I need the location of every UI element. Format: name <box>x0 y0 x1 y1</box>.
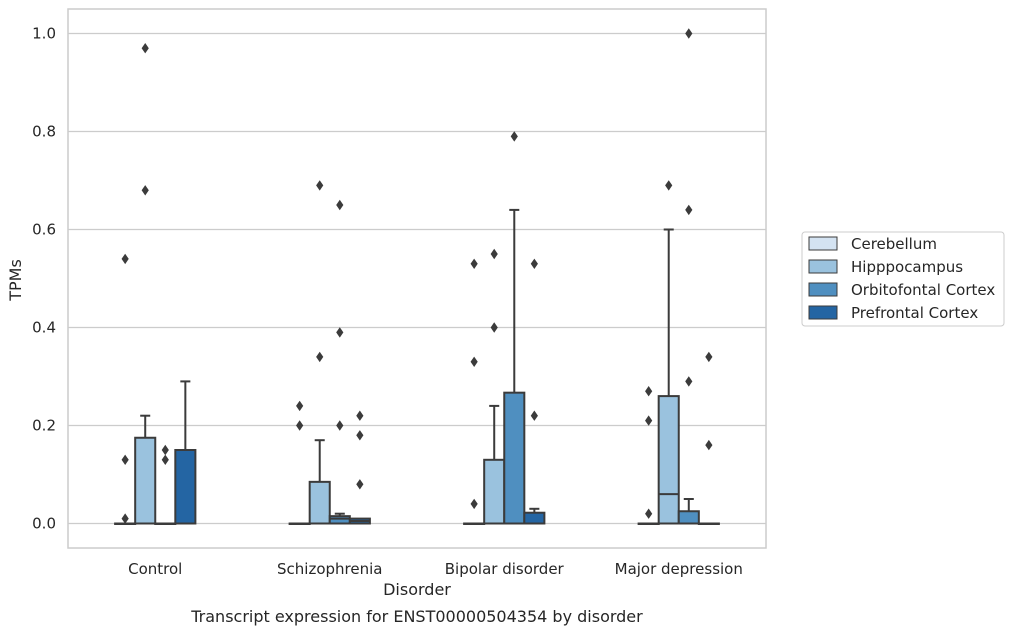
outlier-point <box>490 322 498 333</box>
outlier-point <box>530 410 538 421</box>
boxes <box>114 208 720 525</box>
outlier-point <box>316 351 324 363</box>
y-axis-ticks: 0.0 0.2 0.4 0.6 0.8 1.0 <box>32 25 56 533</box>
x-tick-label: Major depression <box>615 560 743 578</box>
outlier-point <box>510 131 518 142</box>
box-0-1 <box>288 522 311 525</box>
outlier-point <box>645 386 653 397</box>
outlier-point <box>530 258 538 269</box>
outlier-point <box>470 498 478 510</box>
outlier-point <box>336 199 344 211</box>
y-tick-label: 1.0 <box>32 25 56 43</box>
box-2-0 <box>154 522 177 525</box>
outlier-point <box>296 400 304 412</box>
box-2-1 <box>328 512 351 525</box>
box-body <box>308 480 331 525</box>
box-1-0 <box>134 414 157 525</box>
y-tick-label: 0.0 <box>32 515 56 533</box>
box-3-0 <box>174 380 197 525</box>
y-axis-title: TPMs <box>6 259 25 302</box>
box-body <box>134 436 157 525</box>
outlier-point <box>685 204 693 216</box>
x-axis-title: Disorder <box>383 580 451 599</box>
legend-swatch <box>808 259 838 274</box>
outlier-point <box>316 180 324 191</box>
box-0-2 <box>463 522 486 525</box>
y-tick-label: 0.8 <box>32 123 56 141</box>
outlier-point <box>141 185 149 196</box>
legend-label: Orbitofontal Cortex <box>851 281 995 299</box>
outlier-point <box>470 258 478 269</box>
box-1-3 <box>657 228 680 525</box>
outlier-point <box>645 508 653 519</box>
outlier-point <box>470 356 478 367</box>
outlier-point <box>685 376 693 387</box>
legend: Cerebellum Hipppocampus Orbitofontal Corte… <box>801 231 1005 327</box>
outlier-point <box>645 415 653 426</box>
box-body <box>697 522 720 525</box>
outlier-point <box>705 439 713 451</box>
outlier-point <box>141 43 149 54</box>
box-2-2 <box>503 208 526 525</box>
outlier-point <box>356 410 364 421</box>
x-axis-ticks: Control Schizophrenia Bipolar disorder Majo… <box>128 560 743 578</box>
box-3-1 <box>348 517 371 525</box>
outlier-point <box>705 351 713 363</box>
outlier-point <box>121 513 129 524</box>
box-body <box>503 391 526 525</box>
y-tick-label: 0.4 <box>32 319 56 337</box>
outlier-point <box>665 180 673 191</box>
legend-label: Cerebellum <box>851 235 937 253</box>
outlier-point <box>336 327 344 338</box>
box-body <box>154 522 177 525</box>
legend-frame <box>801 231 1005 327</box>
box-3-3 <box>697 522 720 525</box>
x-tick-label: Bipolar disorder <box>445 560 565 578</box>
outliers <box>121 28 713 524</box>
box-body <box>328 515 351 525</box>
box-body <box>637 522 660 525</box>
box-body <box>523 511 546 525</box>
plot-frame <box>67 8 767 549</box>
box-0-3 <box>637 522 660 525</box>
chart-caption: Transcript expression for ENST0000050435… <box>190 607 643 626</box>
box-1-1 <box>308 439 331 525</box>
outlier-point <box>356 430 364 441</box>
legend-label: Prefrontal Cortex <box>851 304 978 322</box>
outlier-point <box>490 248 498 260</box>
outlier-point <box>161 454 169 465</box>
box-body <box>463 522 486 525</box>
outlier-point <box>161 444 169 456</box>
y-tick-label: 0.6 <box>32 221 56 239</box>
outlier-point <box>685 28 693 39</box>
legend-swatch <box>808 305 838 320</box>
legend-swatch <box>808 236 838 251</box>
outlier-point <box>121 253 129 265</box>
box-2-3 <box>677 498 700 525</box>
box-body <box>288 522 311 525</box>
outlier-point <box>336 420 344 431</box>
outlier-point <box>296 420 304 431</box>
outlier-point <box>356 479 364 490</box>
box-3-2 <box>523 507 546 525</box>
outlier-point <box>121 454 129 465</box>
box-body <box>174 449 197 525</box>
box-body <box>483 458 506 525</box>
x-tick-label: Control <box>128 560 182 578</box>
box-1-2 <box>483 404 506 525</box>
legend-swatch <box>808 282 838 297</box>
box-body <box>677 510 700 525</box>
x-tick-label: Schizophrenia <box>277 560 382 578</box>
box-body <box>657 395 680 525</box>
y-tick-label: 0.2 <box>32 417 56 435</box>
legend-label: Hipppocampus <box>851 258 963 276</box>
